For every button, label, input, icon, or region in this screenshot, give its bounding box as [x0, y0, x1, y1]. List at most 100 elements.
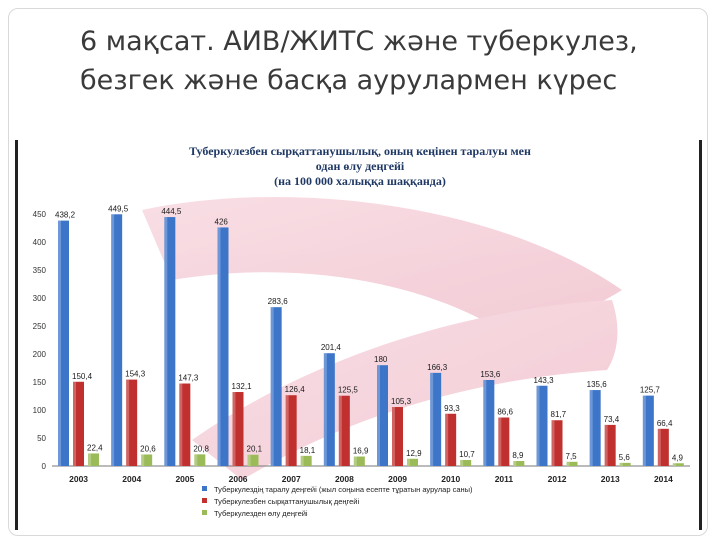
chart-data-labels: 438,2 150,4 22,4 449,5 154,3 20,6 444,5 147,3 20…: [55, 204, 684, 462]
data-label: 20,6: [140, 444, 156, 453]
y-tick-label: 450: [33, 210, 47, 219]
x-tick-label: 2010: [441, 474, 460, 484]
left-edge-line: [15, 140, 18, 530]
data-label: 73,4: [604, 415, 620, 424]
y-tick-label: 300: [33, 294, 47, 303]
data-label: 22,4: [87, 443, 103, 452]
bar-highlight: [353, 456, 357, 466]
bar-1-2010: [430, 372, 442, 466]
data-label: 5,6: [619, 453, 631, 462]
bar-chart: 0 50 100 150 200 250 300 350 400 450 2003 2004 2005 2…: [33, 196, 690, 518]
data-label: 283,6: [268, 297, 289, 306]
x-tick-label: 2008: [335, 474, 354, 484]
bar-1-2003: [58, 220, 69, 466]
data-label: 132,1: [232, 382, 253, 391]
bar-1-2007: [270, 307, 282, 466]
y-tick-label: 200: [33, 350, 47, 359]
bar-1-2008: [323, 353, 335, 466]
x-tick-label: 2013: [601, 474, 620, 484]
bar-1-2005: [164, 217, 176, 466]
bar-2-2011: [498, 417, 510, 466]
bar-highlight: [536, 385, 540, 466]
chart-legend: Туберкулездің таралу деңгейі (жыл соңына…: [202, 485, 473, 518]
bar-1-2011: [483, 379, 495, 466]
bar-highlight: [377, 365, 380, 466]
bar-highlight: [232, 392, 236, 466]
bar-2-2008: [338, 395, 350, 466]
bar-highlight: [58, 220, 61, 466]
data-label: 153,6: [480, 370, 501, 379]
legend-entry-2: Туберкулезбен сырқаттанушылық деңгейі: [214, 497, 359, 506]
x-tick-label: 2005: [175, 474, 194, 484]
bar-3-2003: [88, 453, 99, 466]
bar-highlight: [445, 413, 449, 466]
bar-2-2014: [657, 428, 669, 466]
data-label: 166,3: [427, 363, 448, 372]
bar-1-2014: [642, 395, 654, 466]
y-tick-label: 350: [33, 266, 47, 275]
legend-swatch-2: [202, 498, 207, 503]
data-label: 143,3: [534, 376, 555, 385]
data-label: 444,5: [161, 207, 182, 216]
data-label: 125,7: [640, 386, 661, 395]
slide-title-line-2: безгек және басқа аурулармен күрес: [80, 65, 618, 96]
legend-swatch-1: [202, 486, 207, 491]
bar-3-2013: [619, 462, 631, 466]
bar-3-2012: [566, 461, 578, 466]
right-edge-line: [699, 140, 702, 530]
data-label: 86,6: [497, 408, 513, 417]
bar-highlight: [672, 463, 676, 466]
data-label: 135,6: [587, 380, 608, 389]
bar-2-2013: [604, 424, 616, 466]
data-label: 7,5: [566, 452, 578, 461]
bar-highlight: [217, 227, 221, 466]
legend-swatch-3: [202, 510, 207, 515]
bar-1-2009: [377, 365, 388, 466]
bar-highlight: [247, 454, 251, 466]
bar-3-2005: [194, 454, 206, 466]
bar-highlight: [642, 395, 646, 466]
bar-1-2013: [589, 390, 601, 466]
bar-highlight: [566, 461, 570, 466]
bar-2-2003: [73, 381, 84, 466]
bar-highlight: [407, 458, 410, 466]
bar-2-2004: [126, 379, 138, 466]
data-label: 4,9: [672, 453, 684, 462]
bar-highlight: [194, 454, 198, 466]
bar-1-2004: [111, 214, 123, 466]
data-label: 126,4: [285, 385, 306, 394]
bar-highlight: [513, 461, 517, 466]
bar-highlight: [141, 454, 145, 466]
y-tick-label: 100: [33, 406, 47, 415]
x-tick-label: 2014: [654, 474, 673, 484]
legend-entry-3: Туберкулезден өлу деңгейі: [214, 509, 308, 518]
bar-2-2009: [392, 407, 403, 466]
bar-highlight: [551, 420, 555, 466]
bar-3-2014: [672, 463, 684, 466]
data-label: 16,9: [353, 447, 369, 456]
bar-3-2010: [460, 460, 472, 466]
bar-3-2004: [141, 454, 153, 466]
data-label: 154,3: [125, 370, 146, 379]
chart-subtitle: (на 100 000 халыққа шаққанда): [274, 174, 446, 188]
bar-3-2006: [247, 454, 259, 466]
bar-3-2008: [353, 456, 365, 466]
bar-2-2005: [179, 383, 191, 466]
bar-1-2006: [217, 227, 229, 466]
bar-3-2007: [300, 455, 312, 466]
bar-highlight: [657, 428, 661, 466]
data-label: 93,3: [444, 404, 460, 413]
data-label: 125,5: [338, 386, 359, 395]
bar-highlight: [460, 460, 464, 466]
data-label: 426: [215, 217, 229, 226]
bar-3-2011: [513, 461, 525, 466]
x-tick-label: 2007: [282, 474, 301, 484]
bar-highlight: [323, 353, 327, 466]
bar-highlight: [483, 379, 487, 466]
bar-2-2012: [551, 420, 563, 466]
bar-highlight: [392, 407, 395, 466]
x-tick-label: 2011: [495, 474, 514, 484]
bar-highlight: [285, 395, 289, 466]
x-tick-label: 2012: [548, 474, 567, 484]
legend-entry-1: Туберкулездің таралу деңгейі (жыл соңына…: [214, 485, 473, 494]
